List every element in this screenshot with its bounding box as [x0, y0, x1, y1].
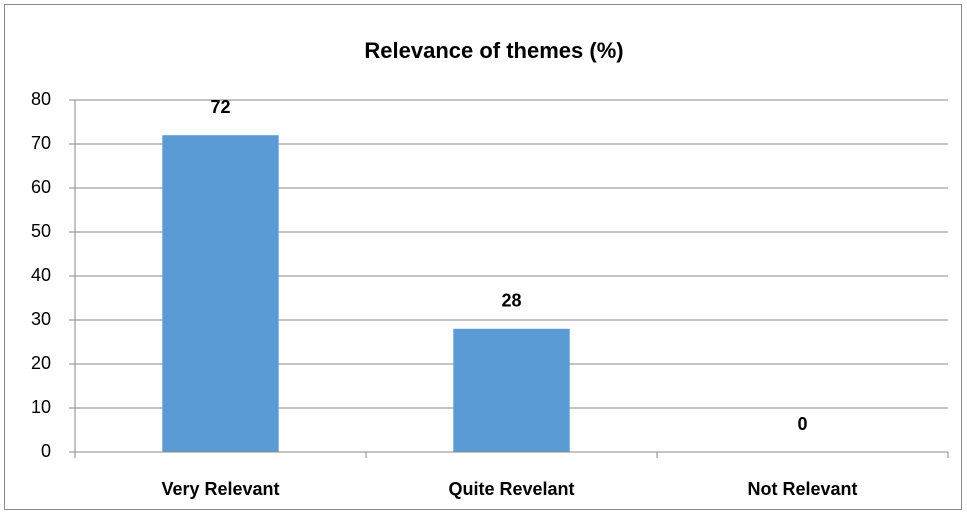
y-tick-label: 0 [41, 441, 51, 461]
y-tick-label: 60 [31, 177, 51, 197]
y-tick-label: 80 [31, 89, 51, 109]
y-tick-label: 20 [31, 353, 51, 373]
chart-title: Relevance of themes (%) [364, 38, 623, 63]
y-tick-label: 50 [31, 221, 51, 241]
data-label: 72 [210, 97, 230, 117]
y-tick-label: 10 [31, 397, 51, 417]
y-tick-label: 30 [31, 309, 51, 329]
data-label: 28 [501, 291, 521, 311]
y-tick-label: 40 [31, 265, 51, 285]
data-label: 0 [797, 414, 807, 434]
x-tick-label: Very Relevant [161, 479, 279, 499]
x-tick-label: Quite Revelant [448, 479, 574, 499]
bar [162, 135, 279, 452]
y-tick-label: 70 [31, 133, 51, 153]
x-tick-label: Not Relevant [747, 479, 857, 499]
bar [453, 328, 570, 452]
